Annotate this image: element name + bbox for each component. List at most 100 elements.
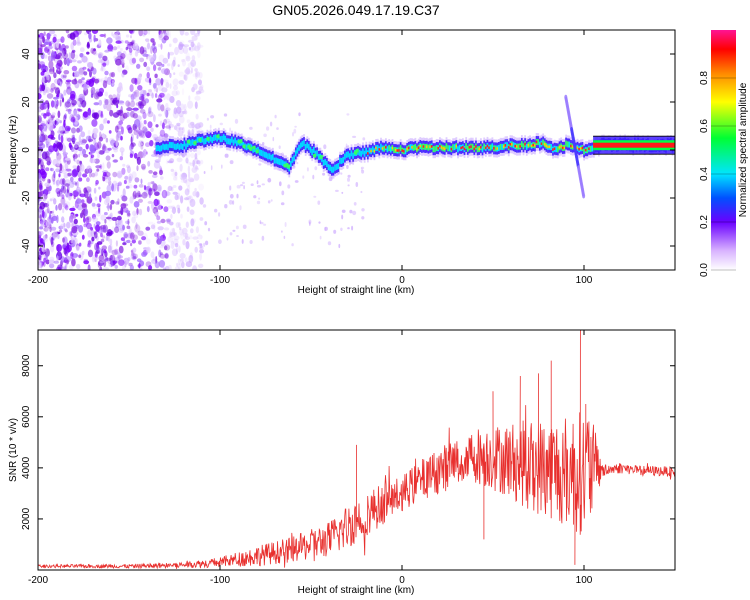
noise-speckle — [43, 113, 47, 119]
noise-speckle — [122, 224, 125, 231]
noise-speckle — [116, 30, 120, 34]
noise-speckle — [126, 53, 133, 61]
faint-speckle — [269, 121, 273, 127]
noise-speckle — [89, 69, 92, 78]
noise-speckle — [44, 38, 50, 45]
noise-speckle — [38, 100, 42, 109]
noise-speckle — [64, 205, 69, 211]
faint-speckle — [312, 174, 315, 180]
noise-speckle — [59, 229, 63, 233]
noise-speckle — [70, 237, 77, 241]
faint-speckle — [226, 237, 229, 241]
noise-speckle — [108, 94, 113, 100]
noise-speckle — [91, 172, 96, 178]
noise-speckle — [73, 109, 80, 117]
ridge-core — [170, 142, 173, 149]
noise-speckle — [74, 143, 78, 149]
faint-speckle — [206, 117, 209, 121]
noise-speckle — [136, 165, 139, 172]
noise-speckle — [188, 255, 194, 263]
noise-speckle — [80, 47, 85, 53]
noise-speckle — [39, 180, 43, 189]
ridge-peak — [462, 145, 464, 149]
noise-speckle — [41, 124, 48, 132]
noise-speckle — [105, 195, 110, 204]
ridge-core — [340, 157, 343, 164]
noise-speckle — [85, 217, 90, 225]
noise-speckle — [122, 69, 128, 75]
noise-speckle — [64, 113, 67, 119]
noise-speckle — [58, 203, 63, 211]
noise-speckle — [163, 118, 171, 123]
noise-speckle — [58, 133, 61, 141]
noise-speckle — [151, 92, 154, 99]
noise-speckle — [86, 222, 92, 230]
noise-speckle — [161, 122, 165, 130]
faint-speckle — [276, 127, 279, 130]
faint-speckle — [261, 183, 265, 186]
noise-speckle — [198, 243, 203, 246]
noise-speckle — [187, 122, 195, 129]
noise-speckle — [181, 88, 185, 96]
noise-speckle — [72, 72, 75, 77]
noise-speckle — [106, 120, 110, 124]
ridge-core — [499, 143, 502, 150]
faint-speckle — [266, 126, 270, 131]
faint-speckle — [223, 113, 228, 117]
noise-speckle — [142, 150, 146, 158]
faint-speckle — [218, 239, 222, 244]
noise-speckle — [173, 235, 180, 241]
ridge-core — [557, 146, 559, 153]
noise-speckle — [117, 252, 121, 260]
noise-speckle — [133, 107, 138, 113]
noise-speckle — [132, 91, 137, 99]
noise-speckle — [179, 43, 185, 47]
noise-speckle — [176, 122, 181, 127]
noise-speckle — [38, 251, 41, 256]
noise-speckle — [165, 159, 169, 165]
ridge-core — [345, 151, 348, 158]
noise-speckle — [102, 170, 109, 174]
ridge-peak — [442, 147, 445, 150]
faint-speckle — [302, 175, 305, 179]
noise-speckle — [116, 215, 122, 221]
noise-speckle — [66, 259, 69, 265]
noise-speckle — [152, 171, 158, 176]
noise-speckle — [109, 203, 113, 211]
noise-speckle — [128, 175, 132, 184]
noise-speckle — [140, 99, 147, 107]
noise-speckle — [78, 93, 85, 102]
noise-speckle — [125, 34, 130, 38]
noise-speckle — [70, 42, 74, 51]
faint-speckle — [219, 122, 223, 126]
noise-speckle — [106, 37, 113, 44]
noise-speckle — [38, 172, 42, 179]
ridge-core — [275, 157, 278, 164]
noise-speckle — [79, 193, 86, 198]
noise-speckle — [167, 30, 171, 37]
noise-speckle — [117, 181, 122, 187]
noise-speckle — [62, 185, 66, 194]
noise-speckle — [54, 78, 61, 84]
noise-speckle — [133, 184, 138, 189]
noise-speckle — [98, 136, 103, 142]
noise-speckle — [55, 179, 60, 187]
noise-speckle — [159, 252, 164, 256]
ridge-peak — [502, 145, 505, 149]
ridge-peak — [509, 142, 512, 146]
noise-speckle — [71, 258, 76, 267]
ridge-core — [380, 143, 382, 150]
faint-speckle — [224, 153, 229, 158]
noise-speckle — [192, 265, 198, 270]
snr-plot: -200 -100 0 100 2000 4000 6000 8000 Height of s… — [8, 329, 676, 596]
ridge-peak — [373, 149, 376, 153]
noise-speckle — [98, 260, 104, 267]
faint-speckle — [361, 216, 365, 220]
noise-speckle — [143, 120, 147, 125]
ridge-peak — [407, 146, 410, 150]
noise-speckle — [109, 212, 113, 218]
noise-speckle — [162, 57, 169, 64]
noise-speckle — [161, 63, 165, 67]
noise-speckle — [87, 243, 90, 248]
noise-speckle — [66, 172, 72, 177]
